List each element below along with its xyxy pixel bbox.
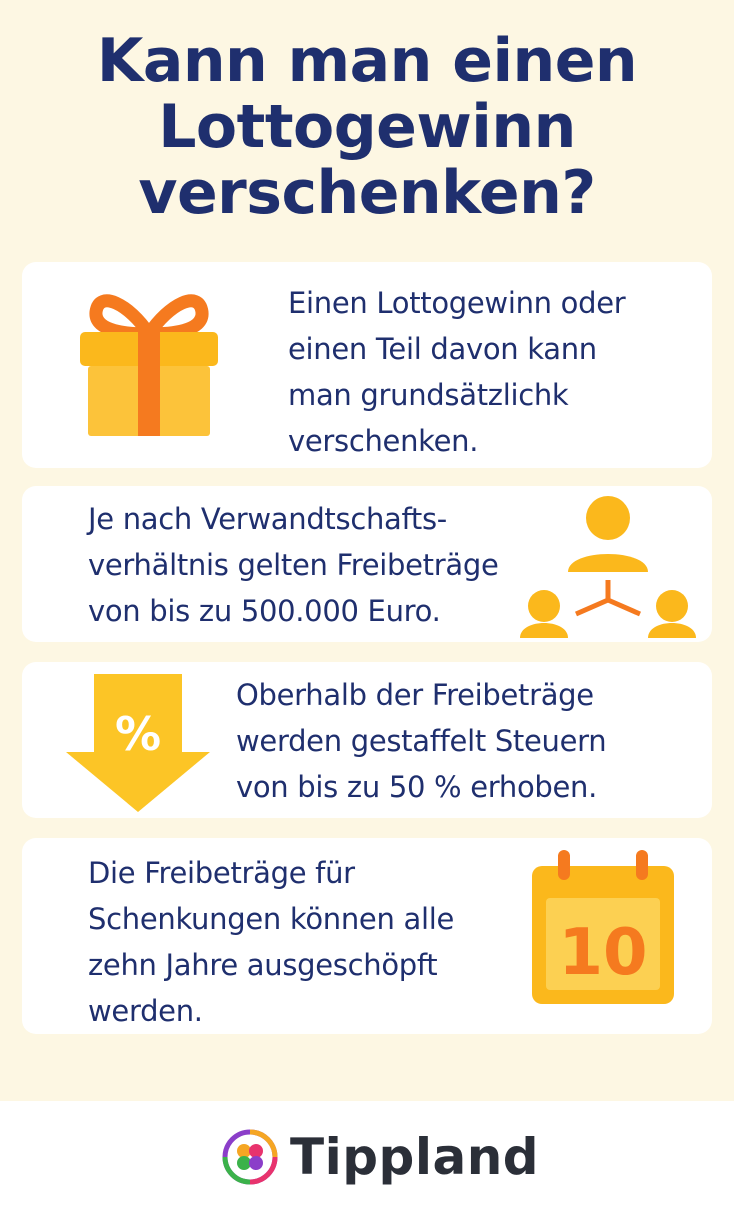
family-card-line-1: Je nach Verwandtschafts-: [88, 502, 447, 536]
gift-card-line-4: verschenken.: [288, 424, 479, 458]
gift-card-line-3: man grundsätzlichk: [288, 378, 569, 412]
family-card-line-3: von bis zu 500.000 Euro.: [88, 594, 441, 628]
gift-card-text: Einen Lottogewinn oder einen Teil davon …: [288, 280, 626, 464]
tax-card-line-1: Oberhalb der Freibeträge: [236, 678, 594, 712]
calendar-icon: 10: [532, 850, 674, 1004]
title-line-1: Kann man einen: [96, 26, 638, 96]
brand-name: Tippland: [290, 1128, 540, 1186]
info-card-tax: % Oberhalb der Freibeträge werden gestaf…: [22, 662, 712, 818]
gift-card-line-1: Einen Lottogewinn oder: [288, 286, 626, 320]
info-card-family: Je nach Verwandtschafts- verhältnis gelt…: [22, 486, 712, 642]
info-card-gift: Einen Lottogewinn oder einen Teil davon …: [22, 262, 712, 468]
page-title: Kann man einen Lottogewinn verschenken?: [0, 28, 734, 226]
gift-card-line-2: einen Teil davon kann: [288, 332, 597, 366]
family-card-text: Je nach Verwandtschafts- verhältnis gelt…: [88, 496, 499, 634]
family-card-line-2: verhältnis gelten Freibeträge: [88, 548, 499, 582]
title-line-3: verschenken?: [138, 158, 596, 228]
tax-card-text: Oberhalb der Freibeträge werden gestaffe…: [236, 672, 607, 810]
clover-logo-icon: [222, 1129, 278, 1185]
title-line-2: Lottogewinn: [158, 92, 576, 162]
percent-symbol: %: [115, 707, 161, 761]
calendar-card-line-2: Schenkungen können alle: [88, 902, 454, 936]
info-card-calendar: Die Freibeträge für Schenkungen können a…: [22, 838, 712, 1034]
calendar-card-text: Die Freibeträge für Schenkungen können a…: [88, 850, 454, 1034]
family-tree-icon: [520, 496, 696, 638]
percent-down-arrow-icon: %: [66, 674, 210, 812]
calendar-card-line-1: Die Freibeträge für: [88, 856, 355, 890]
footer: Tippland: [0, 1101, 734, 1209]
tax-card-line-3: von bis zu 50 % erhoben.: [236, 770, 598, 804]
calendar-card-line-4: werden.: [88, 994, 203, 1028]
calendar-number: 10: [558, 916, 647, 990]
tax-card-line-2: werden gestaffelt Steuern: [236, 724, 607, 758]
calendar-card-line-3: zehn Jahre ausgeschöpft: [88, 948, 438, 982]
gift-icon: [80, 294, 218, 436]
